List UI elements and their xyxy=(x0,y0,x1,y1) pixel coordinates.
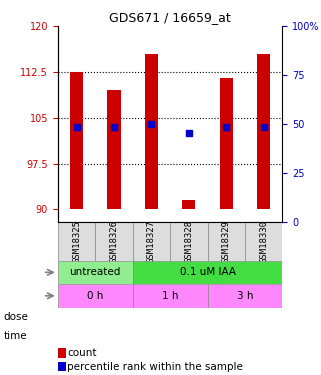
Text: time: time xyxy=(3,331,27,340)
Text: GSM18328: GSM18328 xyxy=(184,220,193,262)
FancyBboxPatch shape xyxy=(208,222,245,261)
FancyBboxPatch shape xyxy=(208,284,282,308)
Text: 3 h: 3 h xyxy=(237,291,253,301)
Text: GSM18327: GSM18327 xyxy=(147,220,156,262)
Text: GSM18330: GSM18330 xyxy=(259,220,268,262)
Text: GSM18326: GSM18326 xyxy=(109,220,118,262)
FancyBboxPatch shape xyxy=(95,222,133,261)
Text: 1 h: 1 h xyxy=(162,291,178,301)
Text: untreated: untreated xyxy=(70,267,121,278)
FancyBboxPatch shape xyxy=(58,261,133,284)
Text: 0.1 uM IAA: 0.1 uM IAA xyxy=(179,267,236,278)
FancyBboxPatch shape xyxy=(133,261,282,284)
FancyBboxPatch shape xyxy=(245,222,282,261)
Bar xyxy=(145,54,158,209)
FancyBboxPatch shape xyxy=(133,284,208,308)
Bar xyxy=(108,90,120,209)
Title: GDS671 / 16659_at: GDS671 / 16659_at xyxy=(109,11,231,24)
FancyBboxPatch shape xyxy=(58,222,95,261)
Bar xyxy=(257,54,270,209)
Bar xyxy=(70,72,83,209)
Bar xyxy=(220,78,233,209)
FancyBboxPatch shape xyxy=(170,222,208,261)
Text: count: count xyxy=(67,348,97,357)
Text: GSM18325: GSM18325 xyxy=(72,220,81,262)
Bar xyxy=(182,200,195,209)
Text: percentile rank within the sample: percentile rank within the sample xyxy=(67,363,243,372)
Text: GSM18329: GSM18329 xyxy=(222,220,231,262)
FancyBboxPatch shape xyxy=(58,284,133,308)
Text: dose: dose xyxy=(3,312,28,322)
FancyBboxPatch shape xyxy=(133,222,170,261)
Text: 0 h: 0 h xyxy=(87,291,103,301)
